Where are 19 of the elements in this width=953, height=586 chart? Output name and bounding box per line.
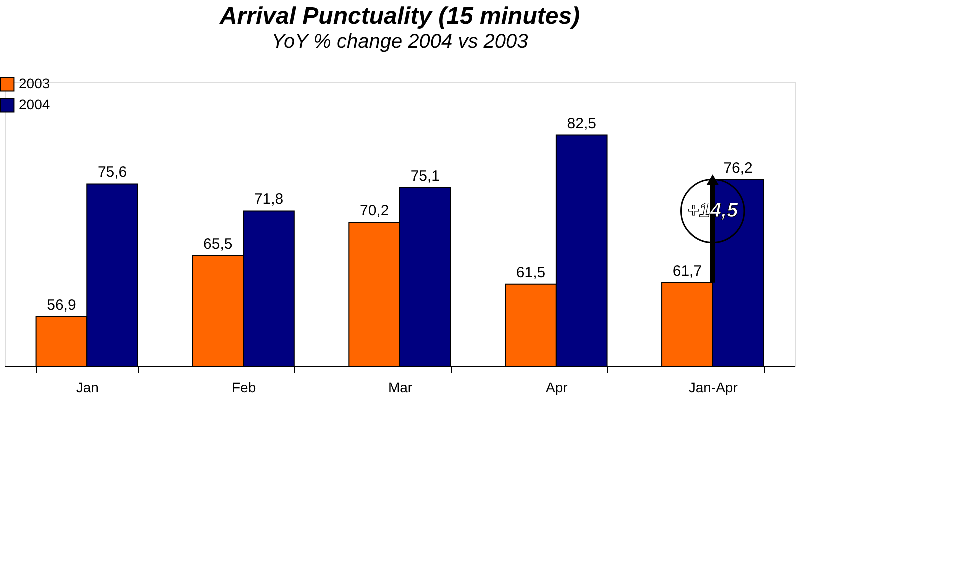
chart-subtitle: YoY % change 2004 vs 2003 [272, 31, 528, 53]
data-label: 70,2 [360, 202, 390, 220]
data-label: 82,5 [567, 115, 596, 132]
legend-label: 2003 [19, 76, 50, 92]
data-label: 61,7 [672, 262, 702, 280]
data-label: 76,2 [724, 160, 753, 177]
data-label: 56,9 [47, 297, 76, 314]
data-label: 61,5 [516, 264, 546, 282]
x-tick-label: Mar [388, 380, 413, 396]
data-label: 75,6 [98, 164, 128, 182]
x-tick-label: Jan-Apr [688, 380, 738, 396]
x-tick-label: Jan [76, 380, 99, 396]
data-label: 71,8 [254, 191, 284, 208]
legend-label: 2004 [19, 96, 50, 112]
x-tick-label: Apr [546, 380, 568, 396]
data-label: 75,1 [410, 168, 440, 185]
data-label: 65,5 [204, 236, 233, 253]
x-tick-label: Feb [232, 380, 256, 396]
chart-title: Arrival Punctuality (15 minutes) [218, 3, 580, 30]
